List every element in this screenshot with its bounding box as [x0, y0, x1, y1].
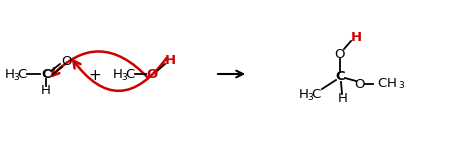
FancyArrowPatch shape — [52, 52, 148, 78]
Text: O: O — [62, 54, 72, 67]
FancyArrowPatch shape — [73, 58, 166, 91]
Text: C: C — [335, 70, 344, 82]
Text: H: H — [299, 87, 308, 100]
Text: H: H — [164, 53, 175, 66]
Text: O: O — [334, 48, 345, 61]
Text: 3: 3 — [13, 73, 19, 82]
Text: O: O — [146, 67, 157, 81]
Text: H: H — [113, 67, 123, 81]
Text: C: C — [17, 67, 27, 81]
Text: C: C — [41, 67, 51, 81]
Text: C: C — [377, 77, 386, 90]
Text: C: C — [311, 87, 320, 100]
Text: H: H — [41, 83, 51, 96]
Text: C: C — [125, 67, 134, 81]
Text: H: H — [386, 77, 396, 90]
Text: 3: 3 — [121, 73, 127, 82]
Text: +: + — [88, 67, 101, 82]
Text: 3: 3 — [397, 82, 403, 90]
Text: H: H — [350, 30, 361, 44]
Text: H: H — [337, 91, 347, 104]
Text: 3: 3 — [306, 92, 312, 102]
Text: O: O — [354, 78, 364, 90]
Text: H: H — [5, 67, 15, 81]
